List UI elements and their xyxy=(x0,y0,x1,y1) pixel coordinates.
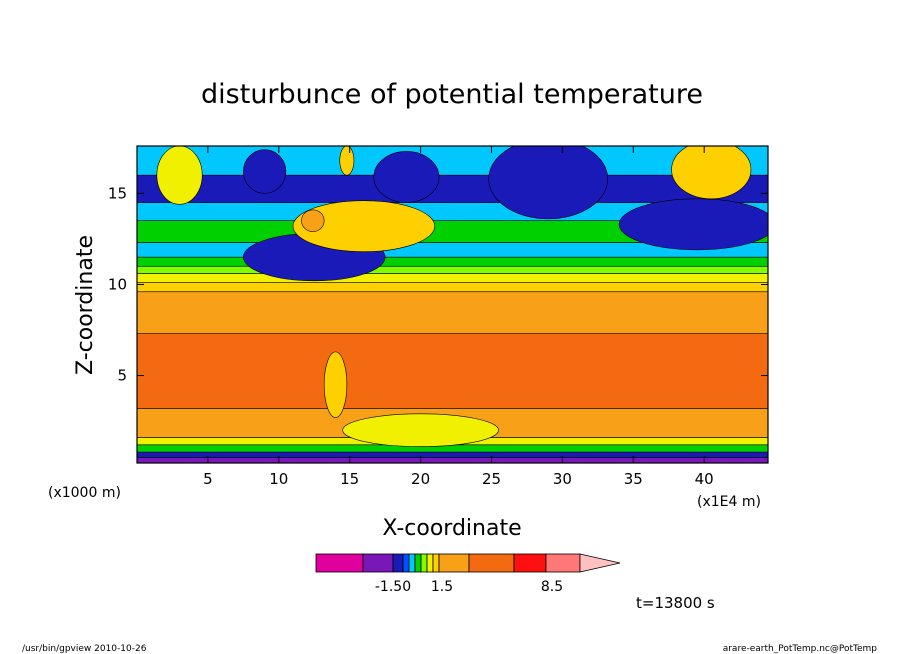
time-label: t=13800 s xyxy=(636,594,715,612)
contour-layer xyxy=(137,265,768,274)
x-tick-label: 30 xyxy=(553,470,572,488)
colorbar-segment xyxy=(392,553,404,573)
colorbar-segment xyxy=(408,553,416,573)
x-tick-label: 40 xyxy=(695,470,714,488)
x-tick-label: 35 xyxy=(624,470,643,488)
contour-blob xyxy=(373,151,440,203)
contour-layer xyxy=(137,333,768,409)
contour-layer xyxy=(137,444,768,453)
contour-blob xyxy=(342,413,499,447)
contour-blob xyxy=(488,146,609,220)
contour-layer xyxy=(137,174,768,203)
contour-layer xyxy=(137,451,768,458)
colorbar-segment xyxy=(426,553,434,573)
contour-layer xyxy=(137,273,768,283)
y-tick-label: 15 xyxy=(108,184,127,202)
footer-left: /usr/bin/gpview 2010-10-26 xyxy=(22,644,147,654)
colorbar-segment xyxy=(315,553,364,573)
x-tick-label: 5 xyxy=(203,470,213,488)
contour-layer xyxy=(137,146,768,176)
x-tick-label: 20 xyxy=(411,470,430,488)
colorbar-tick-label: 1.5 xyxy=(431,579,453,595)
contour-layer xyxy=(137,282,768,293)
y-unit-label: (x1000 m) xyxy=(48,485,121,501)
colorbar-segment xyxy=(420,553,428,573)
colorbar: -1.50 1.5 8.5 xyxy=(315,553,621,595)
footer-right: arare-earth_PotTemp.nc@PotTemp xyxy=(723,644,878,654)
contour-blob xyxy=(339,146,355,176)
contour-blob xyxy=(671,146,752,200)
plot-frame xyxy=(136,145,769,464)
colorbar-segment xyxy=(438,553,470,573)
x-axis-label: X-coordinate xyxy=(382,516,521,541)
colorbar-segment xyxy=(468,553,515,573)
x-unit-label: (x1E4 m) xyxy=(697,494,761,510)
x-axis-ticks: 5 10 15 20 25 30 35 40 xyxy=(203,146,714,488)
contour-blob xyxy=(323,351,348,418)
colorbar-tick-label: -1.50 xyxy=(375,579,411,595)
colorbar-max-arrow xyxy=(579,553,621,573)
contour-blob xyxy=(292,200,436,252)
contour-blob xyxy=(301,209,325,232)
contour-blob xyxy=(243,149,287,194)
colorbar-segment xyxy=(362,553,394,573)
colorbar-segment xyxy=(513,553,547,573)
contour-layer xyxy=(137,457,768,463)
colorbar-segment xyxy=(402,553,410,573)
colorbar-segment xyxy=(432,553,440,573)
plot-area xyxy=(137,146,768,463)
colorbar-segment xyxy=(545,553,581,573)
x-tick-label: 10 xyxy=(269,470,288,488)
y-axis-ticks: 5 10 15 xyxy=(108,184,768,385)
colorbar-tick-label: 8.5 xyxy=(541,579,563,595)
colorbar-segment xyxy=(414,553,422,573)
x-tick-label: 15 xyxy=(340,470,359,488)
chart-title: disturbunce of potential temperature xyxy=(201,79,703,110)
contour-blob xyxy=(156,146,203,205)
contour-layer xyxy=(137,291,768,334)
y-tick-label: 5 xyxy=(117,367,127,385)
contour-blob xyxy=(618,198,768,251)
contour-layer xyxy=(137,256,768,267)
x-tick-label: 25 xyxy=(482,470,501,488)
y-axis-label: Z-coordinate xyxy=(73,235,98,375)
y-tick-label: 10 xyxy=(108,275,127,293)
